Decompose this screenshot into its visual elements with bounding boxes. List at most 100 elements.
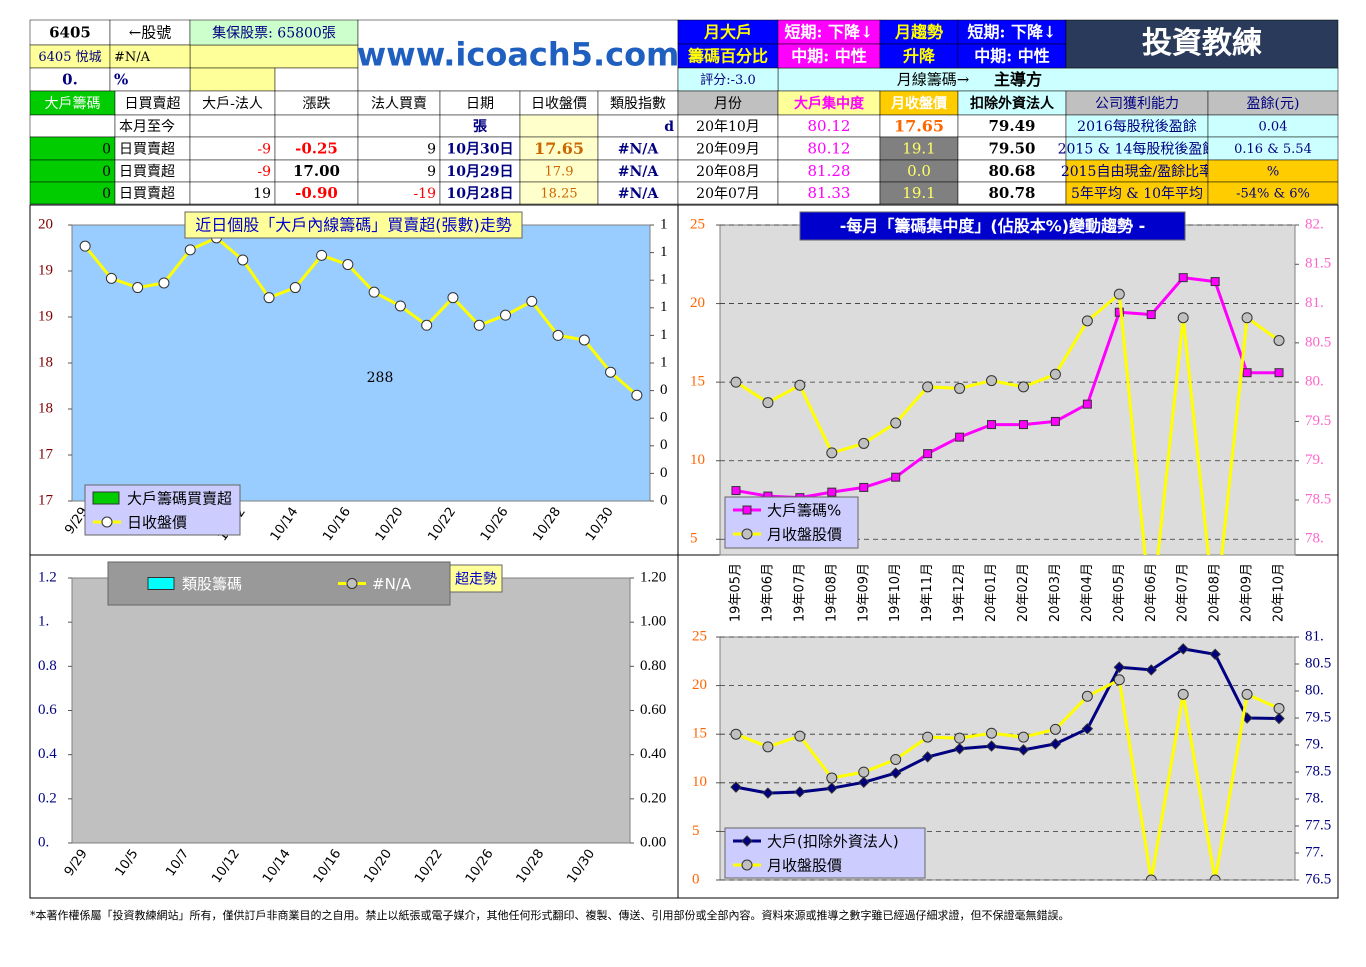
cell-text: 公司獲利能力 bbox=[1095, 96, 1179, 112]
y-tick-label: 10 bbox=[690, 452, 705, 468]
y-tick-label: 0.2 bbox=[38, 790, 57, 806]
legend-label: 日收盤價 bbox=[127, 514, 187, 532]
cell-text: 日買賣超 bbox=[119, 164, 175, 180]
marker bbox=[1273, 335, 1285, 346]
cell-text: -9 bbox=[257, 142, 271, 158]
marker bbox=[1081, 723, 1094, 735]
y2-tick-label: 0.20 bbox=[640, 790, 666, 806]
cell-text: 19.1 bbox=[902, 140, 935, 158]
cell-text: -54% & 6% bbox=[1236, 187, 1310, 202]
cell-text: 79.49 bbox=[989, 117, 1036, 135]
y2-tick-label: 1 bbox=[660, 299, 668, 315]
chart-title: -每月「籌碼集中度」(佔股本%)變動趨勢 - bbox=[840, 217, 1146, 236]
x-tick-label: 19年07月 bbox=[792, 563, 807, 622]
cell-text: -0.90 bbox=[295, 184, 338, 202]
empty-cell bbox=[274, 67, 359, 92]
y-tick-label: 17 bbox=[38, 446, 54, 462]
y-tick-label: 20 bbox=[692, 677, 707, 693]
cell-text: 17.9 bbox=[545, 165, 574, 180]
cell bbox=[677, 19, 779, 45]
marker bbox=[889, 767, 902, 779]
x-tick-label: 19年05月 bbox=[728, 563, 743, 622]
title-box bbox=[184, 211, 523, 239]
marker bbox=[473, 319, 485, 331]
cell bbox=[519, 90, 599, 116]
series-group bbox=[730, 273, 1285, 555]
y2-tick-label: 82. bbox=[1305, 216, 1324, 232]
y2-tick-label: 1 bbox=[660, 244, 668, 260]
y2-tick-label: 0.80 bbox=[640, 658, 666, 674]
y-tick-label: 0.6 bbox=[38, 702, 57, 718]
cell-text: 評分:-3.0 bbox=[700, 73, 755, 88]
cell-text: 張 bbox=[473, 119, 488, 135]
y2-tick-label: 79. bbox=[1305, 736, 1324, 752]
x-tick-label: 20年10月 bbox=[1272, 563, 1287, 622]
y2-tick-label: 1 bbox=[660, 272, 668, 288]
cell-text: -9 bbox=[257, 164, 271, 180]
cell-text: 大戶-法人 bbox=[202, 96, 263, 112]
cell bbox=[777, 43, 881, 69]
marker bbox=[731, 486, 741, 496]
marker bbox=[826, 782, 838, 794]
cell-text: 20年08月 bbox=[696, 164, 760, 180]
cell bbox=[357, 114, 441, 138]
cell bbox=[189, 19, 359, 46]
cell bbox=[879, 43, 959, 69]
chart-title: 近日個股「大戶內線籌碼」買賣超(張數)走勢 bbox=[195, 216, 512, 235]
y2-tick-label: 0.00 bbox=[640, 834, 666, 850]
y2-tick-label: 1.00 bbox=[640, 614, 666, 630]
cell bbox=[274, 90, 359, 116]
marker bbox=[289, 282, 301, 294]
cell-text: 扣除外資法人 bbox=[970, 95, 1055, 112]
marker bbox=[1017, 744, 1030, 756]
cell-text: 月份 bbox=[714, 96, 742, 112]
line bbox=[735, 647, 1280, 795]
marker bbox=[985, 740, 998, 752]
marker bbox=[1241, 688, 1253, 700]
marker bbox=[1210, 277, 1220, 287]
x-tick-label: 20年05月 bbox=[1112, 563, 1127, 622]
cell-text: 2015 & 14每股稅後盈餘 bbox=[1058, 141, 1217, 158]
marker bbox=[79, 240, 91, 252]
cell-text: 20年10月 bbox=[696, 119, 760, 135]
x-tick-label: 19年06月 bbox=[760, 563, 775, 622]
marker bbox=[827, 487, 837, 497]
y-tick-label: 15 bbox=[690, 374, 705, 390]
legend-label: 大戶籌碼買賣超 bbox=[127, 490, 232, 508]
marker bbox=[1017, 731, 1029, 743]
y-tick-label: 18 bbox=[38, 354, 53, 370]
cell-text: 短期: 下降↓ bbox=[968, 23, 1057, 42]
cell bbox=[677, 43, 779, 69]
y-tick-label: 0.4 bbox=[38, 746, 57, 762]
y2-tick-label: 80.5 bbox=[1305, 655, 1331, 671]
marker bbox=[105, 272, 117, 284]
marker bbox=[922, 381, 934, 393]
marker bbox=[1242, 368, 1252, 378]
y2-tick-label: 77. bbox=[1305, 844, 1324, 860]
cell-text: 80.12 bbox=[808, 140, 851, 158]
cell bbox=[519, 114, 599, 138]
logo: 投資教練 bbox=[1142, 26, 1262, 61]
cell bbox=[1065, 19, 1339, 69]
cell-text: 漲跌 bbox=[303, 96, 331, 112]
cell bbox=[189, 114, 276, 138]
marker bbox=[1049, 738, 1062, 750]
y2-tick-label: 81. bbox=[1305, 295, 1324, 311]
cell-text: 81.33 bbox=[808, 184, 851, 202]
marker bbox=[447, 292, 459, 304]
x-tick-label: 19年10月 bbox=[888, 563, 903, 622]
cell-text: % bbox=[114, 71, 128, 89]
cell-text: 日買賣超 bbox=[119, 186, 175, 202]
marker bbox=[890, 417, 902, 429]
marker bbox=[1146, 310, 1156, 320]
cell-text: 6405 bbox=[49, 24, 91, 42]
cell-text: 6405 悅城 bbox=[38, 50, 101, 65]
y2-tick-label: 77.5 bbox=[1305, 817, 1331, 833]
marker bbox=[605, 366, 617, 378]
marker bbox=[1113, 288, 1125, 300]
x-tick-label: 20年03月 bbox=[1048, 563, 1063, 622]
y2-tick-label: 1.20 bbox=[640, 569, 666, 585]
cell bbox=[357, 90, 441, 116]
line bbox=[735, 678, 1280, 880]
line bbox=[735, 292, 1280, 555]
